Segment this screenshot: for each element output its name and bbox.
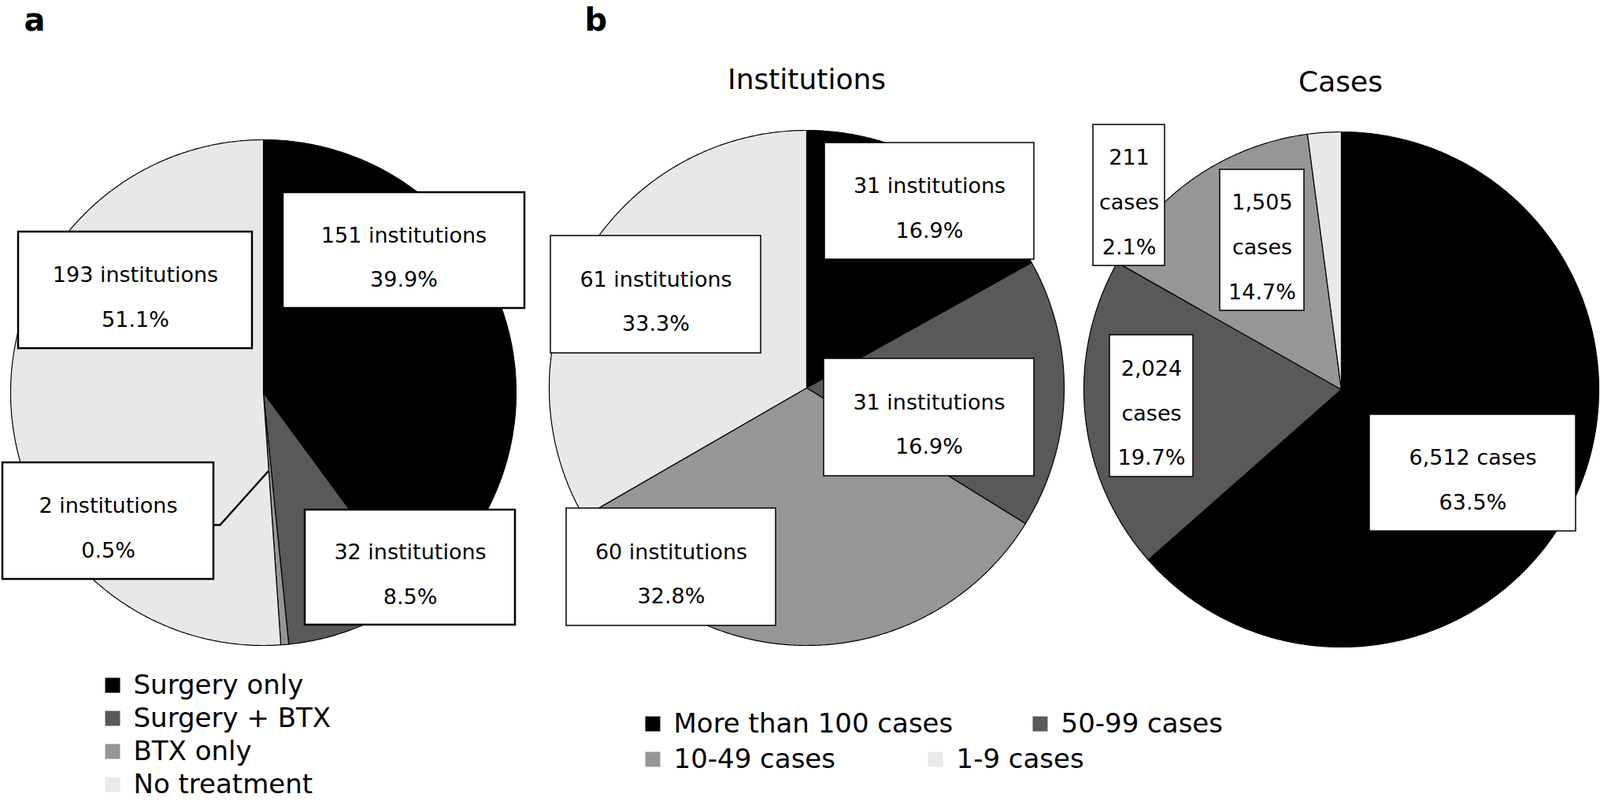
- svg-text:No treatment: No treatment: [133, 767, 314, 800]
- svg-text:Surgery only: Surgery only: [133, 668, 304, 700]
- svg-text:Cases: Cases: [1298, 65, 1383, 98]
- svg-text:211cases2.1%: 211cases2.1%: [1099, 144, 1160, 259]
- svg-text:60 institutions32.8%: 60 institutions32.8%: [595, 539, 748, 609]
- svg-text:32 institutions8.5%: 32 institutions8.5%: [333, 539, 486, 609]
- svg-text:31 institutions16.9%: 31 institutions16.9%: [853, 173, 1006, 243]
- svg-text:1-9 cases: 1-9 cases: [956, 742, 1085, 775]
- svg-text:Surgery + BTX: Surgery + BTX: [133, 701, 332, 734]
- svg-text:10-49 cases: 10-49 cases: [674, 742, 836, 775]
- svg-text:2,024cases19.7%: 2,024cases19.7%: [1118, 355, 1186, 470]
- svg-text:61 institutions33.3%: 61 institutions33.3%: [579, 266, 732, 337]
- svg-text:a: a: [24, 1, 46, 38]
- svg-text:151 institutions39.9%: 151 institutions39.9%: [321, 222, 487, 293]
- svg-text:6,512 cases63.5%: 6,512 cases63.5%: [1408, 444, 1537, 515]
- svg-text:BTX only: BTX only: [133, 734, 252, 767]
- svg-text:193 institutions51.1%: 193 institutions51.1%: [52, 262, 219, 332]
- svg-text:b: b: [585, 1, 608, 38]
- svg-text:50-99 cases: 50-99 cases: [1061, 707, 1223, 739]
- svg-text:More than 100 cases: More than 100 cases: [674, 707, 954, 739]
- svg-text:2 institutions0.5%: 2 institutions0.5%: [38, 492, 178, 563]
- svg-text:1,505cases14.7%: 1,505cases14.7%: [1228, 189, 1297, 304]
- svg-text:31 institutions16.9%: 31 institutions16.9%: [852, 389, 1005, 460]
- svg-text:Institutions: Institutions: [727, 62, 886, 96]
